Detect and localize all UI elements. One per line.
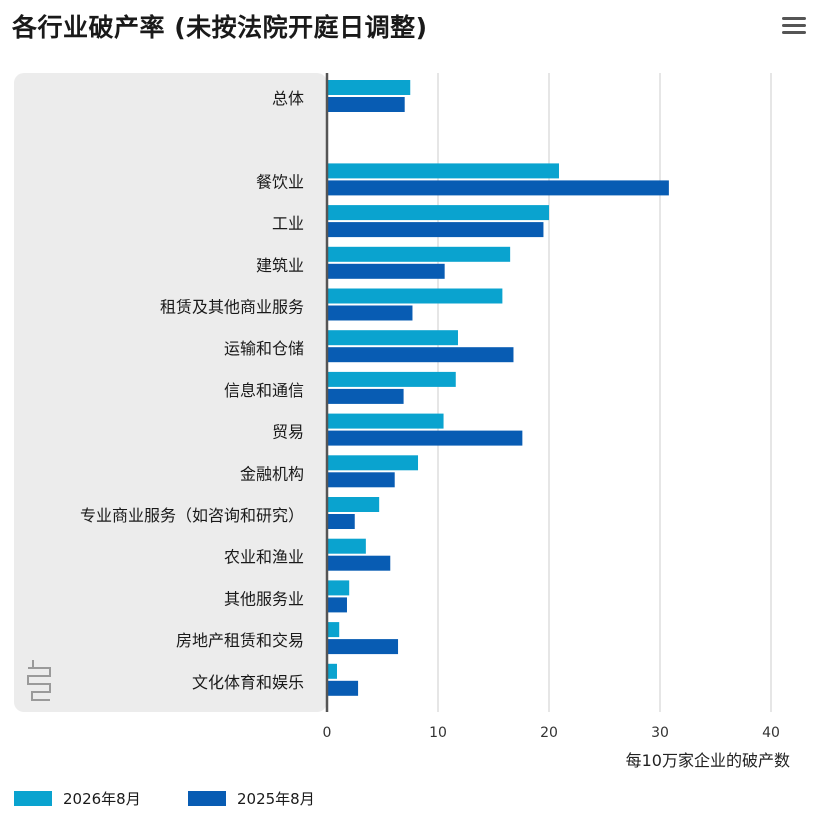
publisher-logo-icon — [27, 660, 51, 701]
bar — [327, 347, 514, 363]
category-label: 农业和渔业 — [224, 548, 304, 567]
x-tick-label: 20 — [540, 725, 558, 741]
bar — [327, 222, 544, 238]
bar — [327, 580, 350, 596]
chart-title: 各行业破产率 (未按法院开庭日调整) — [12, 13, 428, 42]
category-label: 租赁及其他商业服务 — [160, 298, 304, 317]
category-label: 文化体育和娱乐 — [192, 673, 304, 692]
category-label: 专业商业服务（如咨询和研究） — [80, 506, 304, 525]
legend-label-2026: 2026年8月 — [63, 790, 141, 808]
bar — [327, 180, 669, 196]
bar — [327, 430, 523, 446]
legend-swatch-2025 — [188, 791, 226, 806]
bar — [327, 455, 419, 471]
category-label: 房地产租赁和交易 — [176, 631, 304, 650]
bar — [327, 288, 503, 304]
x-tick-label: 40 — [762, 725, 780, 741]
x-tick-label: 10 — [429, 725, 447, 741]
legend-item-2025[interactable]: 2025年8月 — [188, 788, 315, 809]
bar — [327, 680, 359, 696]
bar — [327, 639, 399, 655]
category-label: 金融机构 — [240, 464, 304, 483]
bar — [327, 622, 340, 638]
category-label: 建筑业 — [256, 256, 304, 275]
bar — [327, 330, 458, 346]
chart-area: 0 10 20 30 40 每10万家企业的破产数 总体餐饮业工业建筑业租赁及其他商业服务运… — [14, 73, 790, 770]
bar — [327, 497, 380, 512]
bar — [327, 514, 355, 529]
bar — [327, 263, 445, 279]
bar — [327, 246, 511, 262]
bar — [327, 555, 391, 571]
bar — [327, 388, 404, 404]
legend-label-2025: 2025年8月 — [237, 790, 315, 808]
category-label: 餐饮业 — [256, 172, 304, 191]
category-label: 总体 — [272, 89, 304, 108]
legend-swatch-2026 — [14, 791, 52, 806]
bar — [327, 597, 347, 613]
category-panel — [14, 73, 327, 712]
bar — [327, 305, 413, 321]
category-label: 工业 — [272, 214, 304, 233]
bar — [327, 371, 456, 387]
bar — [327, 413, 444, 429]
bar — [327, 538, 366, 554]
hamburger-menu-icon[interactable] — [782, 17, 806, 37]
x-axis-title: 每10万家企业的破产数 — [626, 751, 790, 770]
bar — [327, 163, 559, 179]
category-label: 信息和通信 — [224, 381, 304, 400]
bar — [327, 97, 405, 112]
bar — [327, 663, 337, 679]
x-tick-label: 0 — [323, 725, 332, 741]
x-tick-label: 30 — [651, 725, 669, 741]
bar — [327, 472, 395, 488]
category-label: 运输和仓储 — [224, 339, 304, 358]
bar — [327, 80, 411, 95]
category-label: 其他服务业 — [224, 589, 304, 608]
category-label: 贸易 — [272, 423, 304, 442]
legend-item-2026[interactable]: 2026年8月 — [14, 788, 141, 809]
bar — [327, 205, 549, 221]
